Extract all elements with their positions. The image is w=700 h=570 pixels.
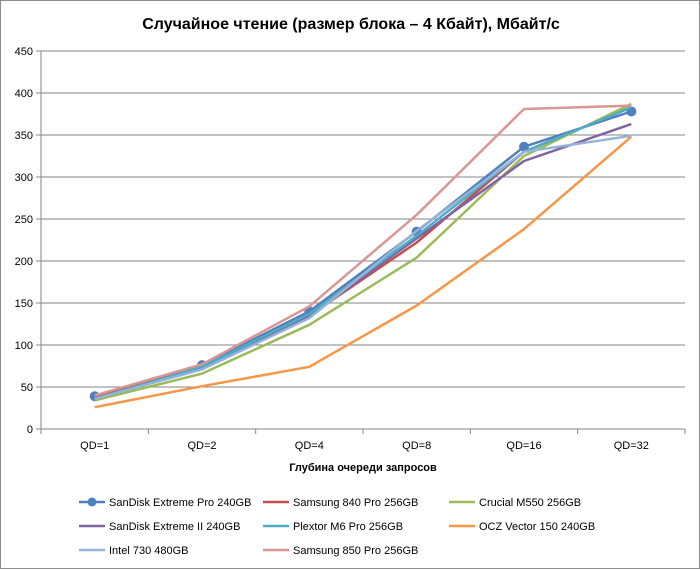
legend-label: Crucial M550 256GB [479, 497, 581, 509]
legend-item: Crucial M550 256GB [449, 497, 581, 509]
legend-item: OCZ Vector 150 240GB [449, 521, 595, 533]
series-6 [95, 136, 632, 399]
y-tick-label: 200 [15, 256, 33, 268]
series-7 [95, 106, 632, 396]
legend-label: SanDisk Extreme II 240GB [109, 521, 240, 533]
legend-marker [88, 498, 97, 507]
x-tick-label: QD=1 [80, 440, 109, 452]
legend-item: Samsung 850 Pro 256GB [263, 545, 418, 557]
x-tick-label: QD=32 [614, 440, 649, 452]
legend-label: SanDisk Extreme Pro 240GB [109, 497, 251, 509]
legend-item: SanDisk Extreme II 240GB [79, 521, 240, 533]
y-tick-label: 300 [15, 172, 33, 184]
y-tick-label: 0 [27, 424, 33, 436]
legend-label: Plextor M6 Pro 256GB [293, 521, 403, 533]
legend-item: Samsung 840 Pro 256GB [263, 497, 418, 509]
series-line [95, 106, 632, 396]
legend: SanDisk Extreme Pro 240GB Samsung 840 Pro… [79, 497, 595, 557]
x-axis-tick-labels: QD=1 QD=2 QD=4 QD=8 QD=16 QD=32 [80, 440, 649, 452]
x-tick-label: QD=2 [187, 440, 216, 452]
x-tick-label: QD=8 [402, 440, 431, 452]
x-tick-label: QD=4 [295, 440, 324, 452]
y-tick-label: 250 [15, 214, 33, 226]
legend-label: Intel 730 480GB [109, 545, 189, 557]
chart-title: Случайное чтение (размер блока – 4 Кбайт… [142, 16, 560, 33]
series-lines [90, 104, 636, 407]
series-line [95, 112, 632, 397]
x-tick-label: QD=16 [506, 440, 541, 452]
legend-item: Intel 730 480GB [79, 545, 189, 557]
x-axis-title: Глубина очереди запросов [289, 462, 437, 474]
y-tick-label: 100 [15, 340, 33, 352]
y-tick-label: 450 [15, 46, 33, 58]
y-tick-label: 50 [21, 382, 33, 394]
y-tick-label: 400 [15, 88, 33, 100]
y-axis-tick-labels: 0 50 100 150 200 250 300 350 400 450 [15, 46, 33, 436]
y-tick-label: 350 [15, 130, 33, 142]
legend-item: SanDisk Extreme Pro 240GB [79, 497, 251, 509]
legend-item: Plextor M6 Pro 256GB [263, 521, 403, 533]
series-line [95, 136, 632, 399]
legend-label: OCZ Vector 150 240GB [479, 521, 595, 533]
legend-label: Samsung 840 Pro 256GB [293, 497, 418, 509]
y-tick-label: 150 [15, 298, 33, 310]
legend-label: Samsung 850 Pro 256GB [293, 545, 418, 557]
axes [36, 51, 685, 434]
